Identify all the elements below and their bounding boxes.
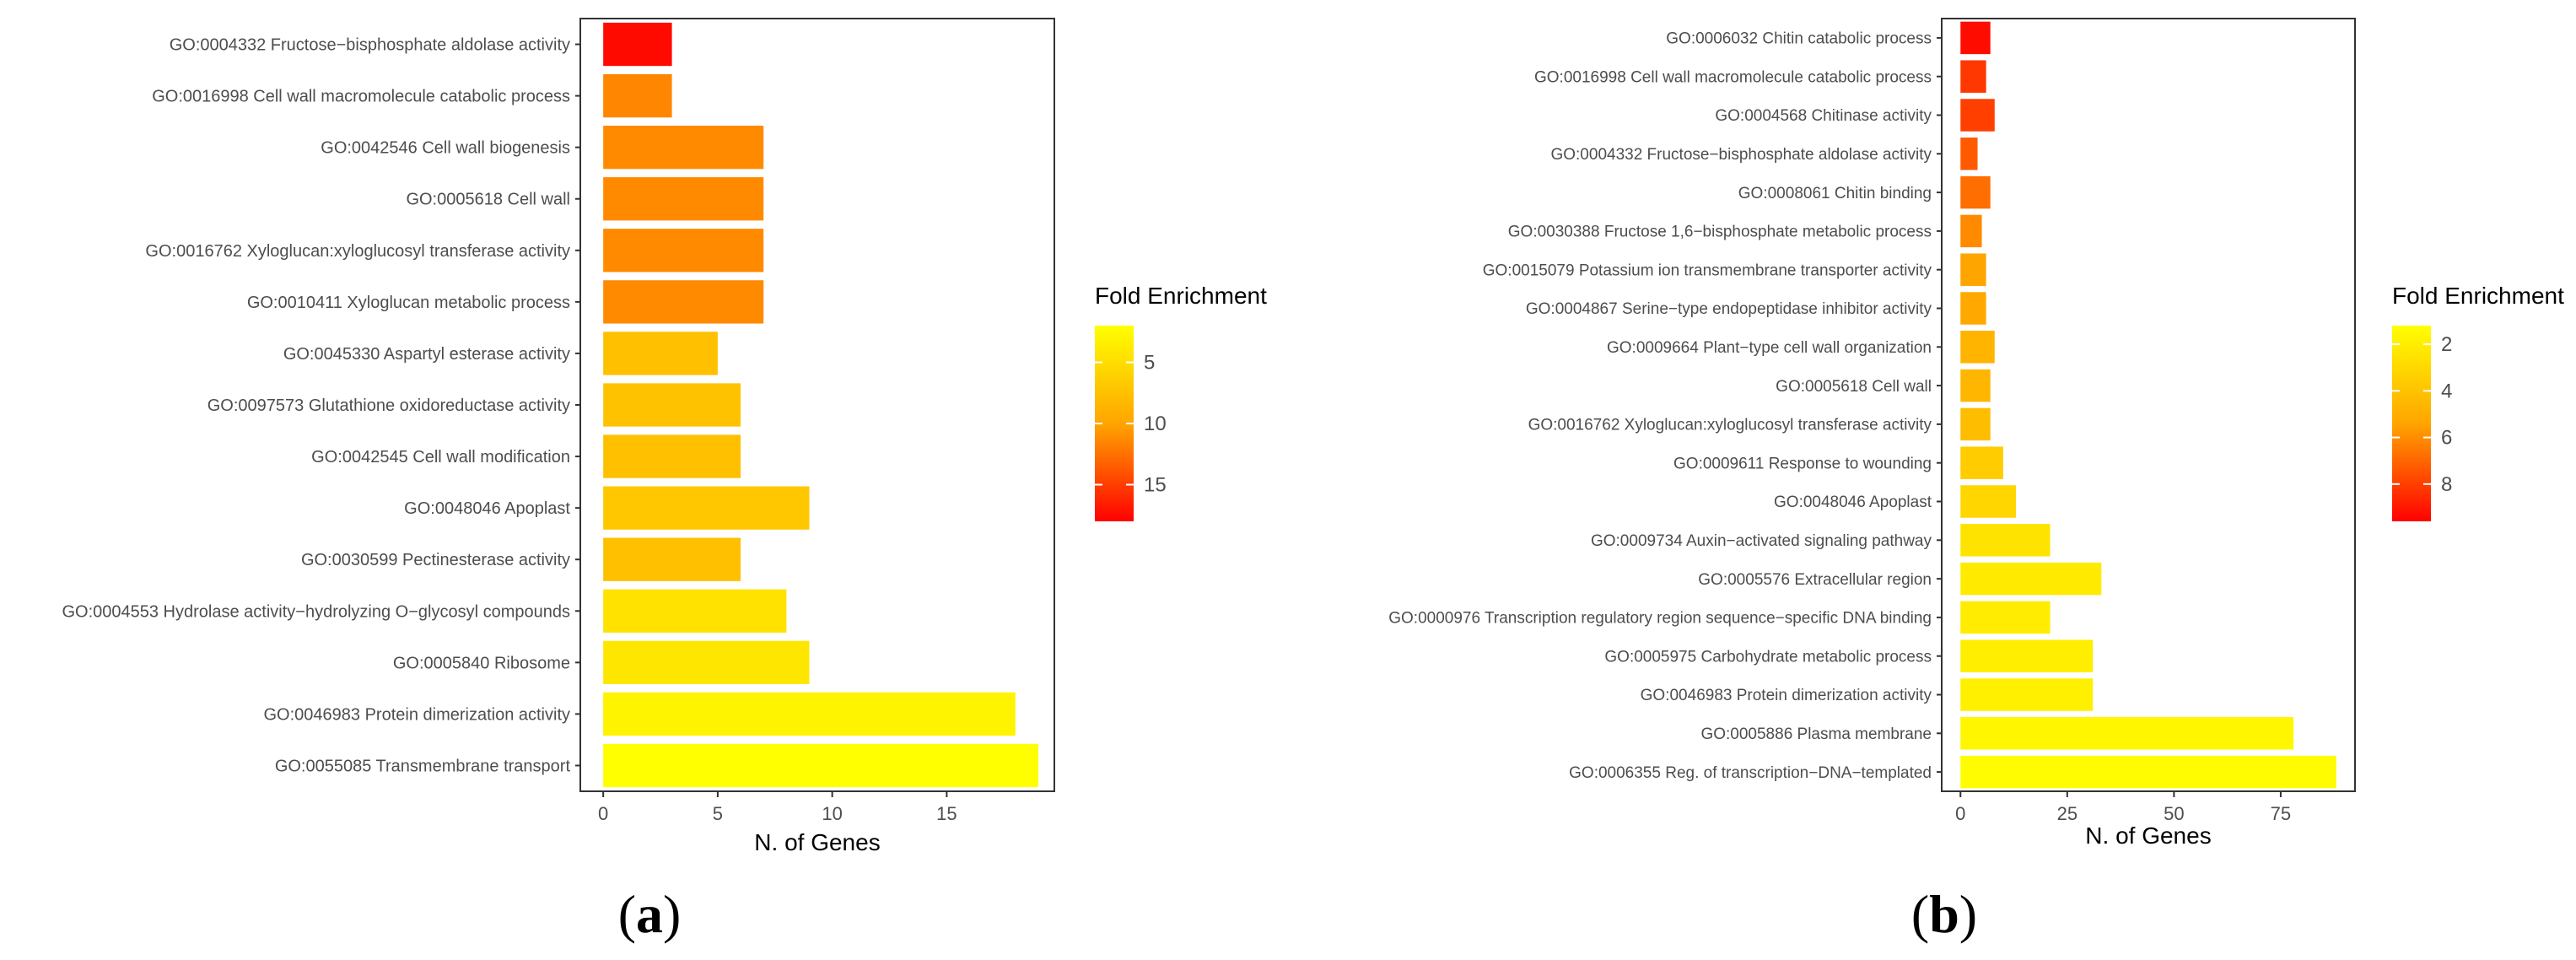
panel-label: (a) <box>618 884 682 944</box>
x-tick-label: 0 <box>1955 803 1965 824</box>
bar <box>1960 60 1986 93</box>
bar <box>1960 214 1982 248</box>
category-label: GO:0048046 Apoplast <box>404 499 570 518</box>
category-label: GO:0009664 Plant−type cell wall organiza… <box>1607 339 1932 357</box>
x-tick-label: 15 <box>936 803 957 824</box>
category-label: GO:0016998 Cell wall macromolecule catab… <box>152 88 570 106</box>
plot-frame <box>579 18 1055 792</box>
bar <box>1960 562 2102 596</box>
bar <box>603 486 810 530</box>
bar <box>603 126 764 170</box>
bar <box>1960 292 1986 325</box>
category-label: GO:0005840 Ribosome <box>393 654 570 672</box>
category-label: GO:0004332 Fructose−bisphosphate aldolas… <box>170 36 570 55</box>
category-label: GO:0045330 Aspartyl esterase activity <box>283 345 570 364</box>
bar <box>603 743 1038 788</box>
category-label: GO:0000976 Transcription regulatory regi… <box>1388 610 1932 628</box>
bar <box>1960 717 2294 750</box>
bar <box>1960 175 1991 209</box>
bar <box>1960 678 2094 711</box>
category-label: GO:0046983 Protein dimerization activity <box>263 705 570 724</box>
bar <box>603 280 764 324</box>
x-tick-label: 0 <box>598 803 608 824</box>
category-label: GO:0042545 Cell wall modification <box>311 448 570 467</box>
legend-tick-label: 4 <box>2441 380 2452 402</box>
legend-tick-label: 10 <box>1144 413 1167 435</box>
bar <box>1960 99 1995 132</box>
bar <box>603 332 718 375</box>
bar <box>603 589 787 633</box>
category-label: GO:0016998 Cell wall macromolecule catab… <box>1534 68 1932 86</box>
bar <box>1960 253 1986 286</box>
category-label: GO:0009734 Auxin−activated signaling pat… <box>1591 532 1932 550</box>
bar <box>603 383 741 427</box>
category-label: GO:0010411 Xyloglucan metabolic process <box>247 294 570 312</box>
category-label: GO:0046983 Protein dimerization activity <box>1641 687 1932 704</box>
x-tick-label: 75 <box>2271 803 2291 824</box>
bar <box>603 640 810 684</box>
legend-tick-label: 2 <box>2441 333 2452 356</box>
chart-panel-b: GO:0006032 Chitin catabolic process GO:00… <box>1388 18 2564 944</box>
category-label: GO:0055085 Transmembrane transport <box>275 757 571 775</box>
plot-frame <box>1941 18 2356 792</box>
x-tick-label: 25 <box>2057 803 2078 824</box>
x-tick-label: 50 <box>2164 803 2184 824</box>
category-label: GO:0004568 Chitinase activity <box>1715 107 1932 125</box>
category-label: GO:0005576 Extracellular region <box>1698 571 1932 589</box>
legend-title: Fold Enrichment <box>1095 283 1267 309</box>
category-label: GO:0005886 Plasma membrane <box>1700 725 1932 743</box>
bar <box>1960 369 1991 402</box>
chart-panel-a: GO:0004332 Fructose−bisphosphate aldolas… <box>62 18 1267 944</box>
bar <box>603 73 672 118</box>
bar <box>1960 755 2336 789</box>
x-tick-label: 10 <box>822 803 842 824</box>
bar <box>1960 331 1995 364</box>
bar <box>1960 524 2051 557</box>
bar <box>1960 485 2017 518</box>
category-label: GO:0016762 Xyloglucan:xyloglucosyl trans… <box>1528 417 1932 434</box>
category-label: GO:0042546 Cell wall biogenesis <box>321 139 570 158</box>
category-label: GO:0006355 Reg. of transcription−DNA−tem… <box>1569 764 1932 782</box>
panel-label: (b) <box>1911 884 1977 944</box>
bar <box>1960 446 2003 479</box>
x-axis-title: N. of Genes <box>754 829 880 855</box>
bar <box>1960 407 1991 441</box>
category-label: GO:0048046 Apoplast <box>1774 493 1932 511</box>
bar <box>1960 138 1978 170</box>
category-label: GO:0030388 Fructose 1,6−bisphosphate met… <box>1508 224 1932 241</box>
category-label: GO:0008061 Chitin binding <box>1738 185 1932 202</box>
bar <box>603 177 764 221</box>
category-label: GO:0097573 Glutathione oxidoreductase ac… <box>207 396 570 415</box>
bar <box>603 692 1016 736</box>
category-label: GO:0015079 Potassium ion transmembrane t… <box>1483 262 1932 279</box>
category-label: GO:0005618 Cell wall <box>1776 378 1932 396</box>
category-label: GO:0004332 Fructose−bisphosphate aldolas… <box>1550 146 1932 164</box>
category-label: GO:0030599 Pectinesterase activity <box>301 551 570 569</box>
bar <box>1960 601 2051 634</box>
bar <box>1960 639 2094 672</box>
legend-colorbar <box>2392 326 2431 521</box>
legend-tick-label: 6 <box>2441 427 2452 450</box>
legend-tick-label: 8 <box>2441 473 2452 496</box>
legend-tick-label: 5 <box>1144 352 1155 375</box>
category-label: GO:0005618 Cell wall <box>406 191 570 209</box>
category-label: GO:0009611 Response to wounding <box>1673 455 1932 472</box>
bar <box>603 22 672 67</box>
category-label: GO:0004553 Hydrolase activity−hydrolyzin… <box>62 602 570 621</box>
legend-tick-label: 15 <box>1144 474 1167 497</box>
bar <box>603 434 741 478</box>
legend-title: Fold Enrichment <box>2392 283 2564 309</box>
x-tick-label: 5 <box>713 803 723 824</box>
category-label: GO:0006032 Chitin catabolic process <box>1666 30 1932 48</box>
bar <box>603 537 741 581</box>
category-label: GO:0005975 Carbohydrate metabolic proces… <box>1604 648 1932 666</box>
category-label: GO:0004867 Serine−type endopeptidase inh… <box>1526 300 1932 318</box>
bar <box>1960 21 1991 55</box>
category-label: GO:0016762 Xyloglucan:xyloglucosyl trans… <box>145 242 570 261</box>
bar <box>603 229 764 272</box>
x-axis-title: N. of Genes <box>2085 822 2211 849</box>
